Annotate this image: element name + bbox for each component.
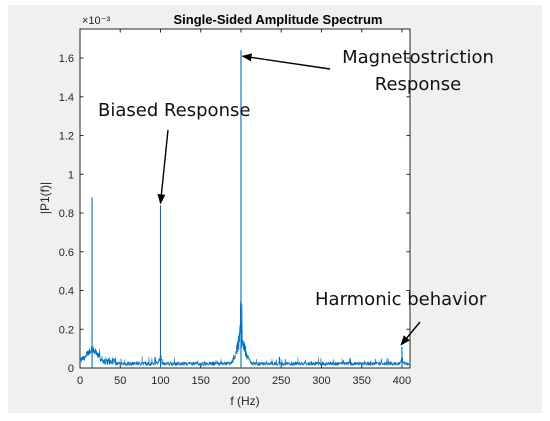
y-tick-label: 0.8 [59, 208, 74, 220]
annotation-magnetostriction-line-2: Response [374, 74, 462, 95]
y-exponent-label: ×10⁻³ [82, 15, 110, 27]
chart-title: Single-Sided Amplitude Spectrum [174, 12, 383, 27]
x-tick-label: 50 [114, 375, 126, 387]
y-tick-label: 0 [68, 363, 74, 375]
x-tick-label: 0 [77, 375, 83, 387]
annotation-magnetostriction: Magnetostriction Response [318, 44, 518, 98]
x-tick-label: 350 [353, 375, 371, 387]
annotation-harmonic-text: Harmonic behavior [315, 289, 487, 310]
y-tick-label: 1.2 [59, 131, 74, 143]
y-tick-label: 1 [68, 169, 74, 181]
spectrum-series [79, 50, 411, 368]
annotation-arrow-biased [157, 129, 169, 205]
annotation-arrow-magnetostriction [241, 53, 331, 70]
annotation-arrow-harmonic [400, 321, 421, 346]
x-tick-label: 200 [232, 375, 250, 387]
plot-area [79, 28, 411, 369]
x-tick-label: 250 [272, 375, 290, 387]
annotation-magnetostriction-line-1: Magnetostriction [342, 47, 494, 68]
y-tick-label: 0.6 [59, 247, 74, 259]
spectrum-noise-trace [79, 301, 411, 367]
y-tick-label: 1.4 [59, 92, 74, 104]
annotation-arrows [157, 53, 421, 346]
x-tick-label: 100 [151, 375, 169, 387]
x-axis-label: f (Hz) [230, 394, 259, 408]
y-axis-label: |P1(f)| [38, 182, 52, 214]
x-tick-label: 300 [312, 375, 330, 387]
x-tick-label: 400 [393, 375, 411, 387]
y-tick-label: 0.2 [59, 324, 74, 336]
x-tick-label: 150 [192, 375, 210, 387]
annotation-biased-text: Biased Response [98, 100, 251, 121]
y-tick-label: 1.6 [59, 53, 74, 65]
axis-ticks: 0 50 100 150 200 250 300 350 400 0 0.2 0.4 0.6 0.8 1 1.… [59, 29, 411, 387]
y-tick-label: 0.4 [59, 286, 74, 298]
annotation-harmonic: Harmonic behavior [315, 289, 486, 310]
annotation-biased: Biased Response [98, 100, 250, 121]
